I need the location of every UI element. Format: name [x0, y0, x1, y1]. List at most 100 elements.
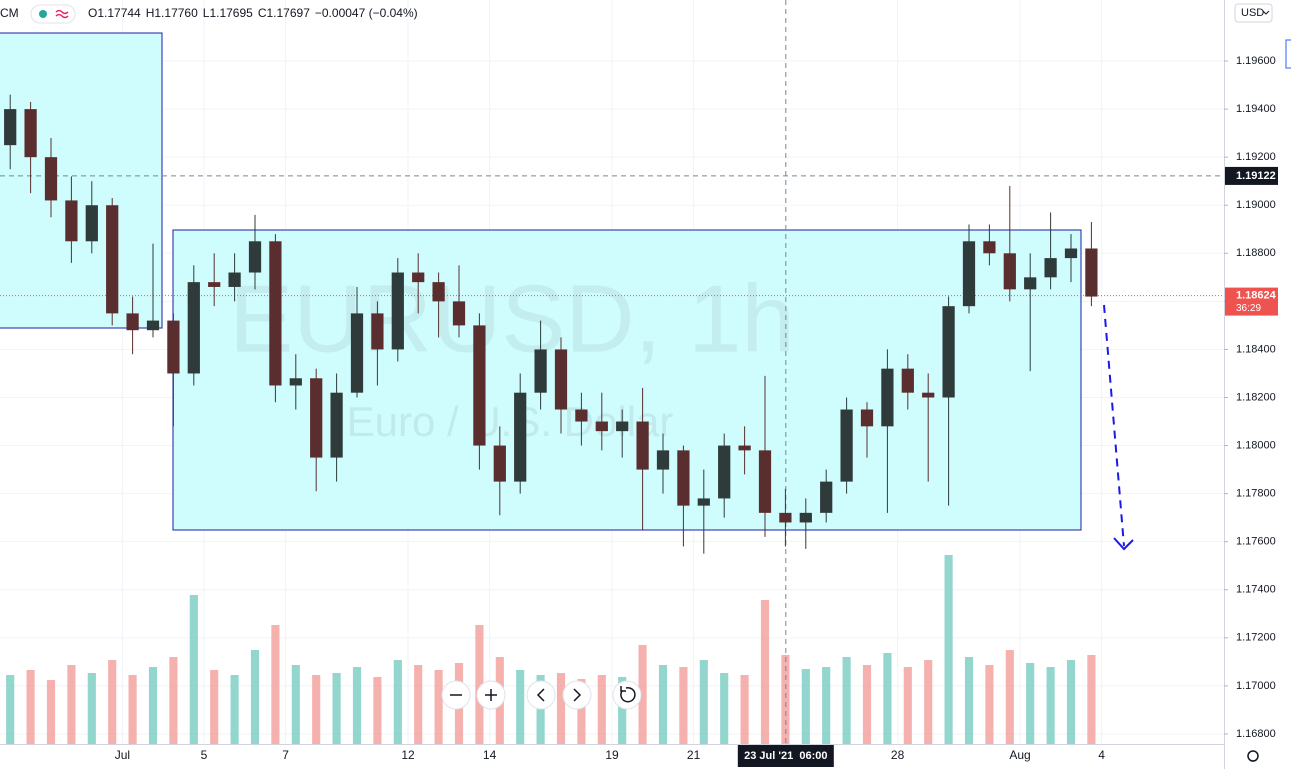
header-value: −0.00047 (−0.04%)	[315, 6, 418, 20]
volume-bar	[618, 677, 627, 745]
candle-body	[901, 368, 914, 393]
y-tick-label: 1.18200	[1236, 391, 1276, 403]
volume-bar	[352, 667, 362, 745]
y-tick-label: 1.18000	[1236, 439, 1276, 451]
volume-bar	[536, 675, 545, 745]
countdown: 36:29	[1236, 303, 1261, 314]
volume-bar	[679, 667, 688, 745]
candle-body	[860, 409, 874, 427]
volume-bar	[516, 670, 525, 745]
volume-bar	[924, 660, 933, 745]
candle-body	[514, 392, 527, 482]
volume-bar	[883, 653, 892, 745]
volume-bar	[658, 665, 668, 745]
y-tick-label: 1.19400	[1236, 103, 1276, 115]
rectangle-drawing[interactable]	[172, 229, 1082, 531]
y-tick-label: 1.17200	[1236, 632, 1276, 644]
candle-body	[126, 313, 139, 331]
candle-body	[208, 282, 221, 287]
x-tick-label: 21	[687, 748, 701, 762]
x-tick-label: 19	[605, 748, 619, 762]
x-tick-label: Jul	[115, 748, 130, 762]
candle-body	[1024, 277, 1037, 290]
rectangle-drawing[interactable]	[0, 32, 163, 329]
y-tick-label: 1.19000	[1236, 199, 1276, 211]
volume-bar	[985, 665, 994, 745]
candle-body	[595, 421, 608, 432]
volume-bar	[210, 670, 219, 745]
candle-body	[1064, 248, 1078, 259]
crosshair-time-label: 23 Jul '21 06:00	[744, 750, 827, 762]
candle-body	[65, 200, 78, 242]
candle-body	[493, 445, 506, 482]
candle-body	[371, 313, 384, 350]
volume-bar	[801, 669, 810, 745]
candle-body	[534, 349, 547, 393]
volume-bar	[271, 625, 280, 745]
scroll-right-button[interactable]	[562, 680, 592, 710]
candle-body	[391, 272, 404, 350]
settings-icon[interactable]	[1247, 750, 1259, 762]
scroll-left-button[interactable]	[526, 680, 556, 710]
arrow-drawing[interactable]	[1103, 304, 1125, 547]
candle-body	[228, 272, 241, 287]
volume-bar	[781, 655, 790, 745]
candle-body	[330, 392, 343, 458]
candle-body	[779, 512, 792, 523]
candle-body	[881, 368, 894, 427]
candle-body	[636, 421, 649, 470]
candle-body	[452, 301, 466, 326]
candle-body	[310, 378, 323, 458]
header-value: L1.17695	[203, 6, 253, 20]
volume-bar	[720, 673, 729, 745]
y-tick-label: 1.18400	[1236, 343, 1276, 355]
volume-bar	[556, 673, 566, 745]
volume-bar	[26, 670, 35, 745]
candle-body	[289, 378, 302, 386]
volume-bar	[373, 677, 382, 745]
volume-bar	[944, 555, 953, 745]
candle-body	[1044, 258, 1057, 278]
candle-body	[24, 109, 37, 158]
candle-body	[677, 450, 690, 506]
currency[interactable]: USD	[1241, 7, 1264, 19]
last-price-box	[1225, 287, 1278, 316]
dropdown-caret	[1262, 10, 1270, 15]
volume-bar	[822, 667, 831, 745]
volume-bar	[842, 657, 851, 745]
volume-bar	[434, 670, 443, 745]
reset-button[interactable]	[612, 680, 642, 710]
volume-bar	[740, 675, 749, 745]
volume-bar	[87, 673, 96, 745]
candle-body	[820, 481, 833, 513]
volume-bar	[189, 595, 198, 745]
candle-body	[1003, 253, 1016, 290]
candle-body	[738, 445, 751, 451]
candle-body	[962, 241, 976, 307]
candle-body	[840, 409, 853, 482]
candle-body	[85, 205, 98, 242]
volume-bar	[1087, 655, 1096, 745]
status-dot	[39, 10, 47, 18]
volume-bar	[903, 667, 912, 745]
tool-edge	[1285, 39, 1291, 69]
reset-icon	[620, 686, 636, 703]
volume-bar	[1005, 650, 1014, 745]
nav-buttons	[441, 680, 642, 710]
candles	[4, 94, 1098, 554]
currency-button[interactable]	[1234, 3, 1273, 23]
y-tick-label: 1.17600	[1236, 536, 1276, 548]
candle-body	[575, 409, 588, 422]
candle-body	[718, 445, 731, 499]
candle-body	[922, 392, 935, 398]
candle-body	[350, 313, 364, 393]
volume-bar	[148, 667, 158, 745]
candle-body	[248, 241, 262, 273]
candle-body	[473, 325, 486, 446]
left-icon	[536, 688, 545, 702]
volume-bar	[760, 600, 770, 745]
y-tick-label: 1.17800	[1236, 488, 1276, 500]
candle-body	[1085, 248, 1098, 297]
crosshair-price-label: 1.19122	[1236, 170, 1276, 182]
indicator-pill[interactable]	[30, 4, 76, 24]
